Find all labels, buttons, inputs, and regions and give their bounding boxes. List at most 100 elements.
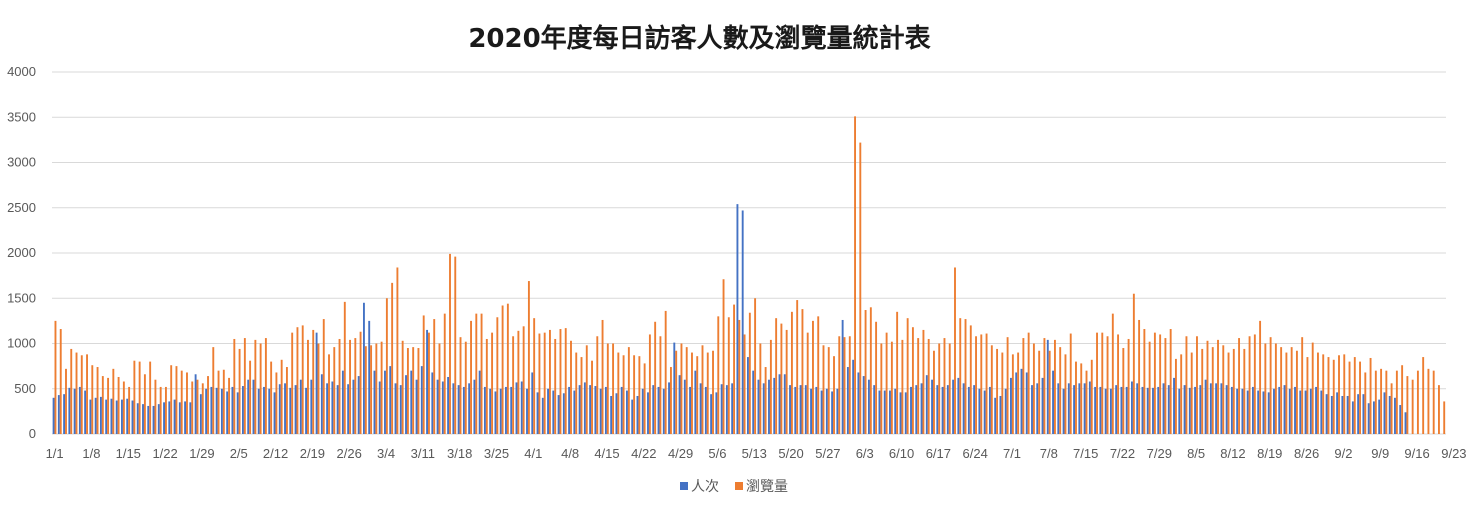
x-tick-label: 2/5 xyxy=(230,446,248,461)
bar-visitors xyxy=(483,386,486,434)
bar-pageviews xyxy=(911,327,914,434)
bar-visitors xyxy=(1078,383,1081,434)
bar-pageviews xyxy=(1406,376,1409,434)
legend-label: 瀏覽量 xyxy=(746,479,788,495)
bar-visitors xyxy=(1246,390,1249,434)
bar-visitors xyxy=(452,383,455,434)
bar-visitors xyxy=(1010,377,1012,434)
bar-pageviews xyxy=(317,343,320,434)
bar-pageviews xyxy=(1153,332,1156,434)
bar-visitors xyxy=(1025,372,1028,434)
x-tick-label: 9/9 xyxy=(1371,446,1389,461)
bar-visitors xyxy=(1094,386,1097,434)
bar-visitors xyxy=(1357,394,1360,434)
bar-visitors xyxy=(1215,383,1218,434)
x-tick-label: 4/8 xyxy=(561,446,579,461)
bar-pageviews xyxy=(733,304,736,434)
bar-pageviews xyxy=(869,307,872,434)
bar-pageviews xyxy=(338,338,341,434)
bar-visitors xyxy=(1015,372,1018,434)
bar-pageviews xyxy=(1264,343,1267,434)
bar-visitors xyxy=(1378,399,1381,434)
x-tick-label: 8/12 xyxy=(1220,446,1245,461)
bar-pageviews xyxy=(596,336,599,434)
bar-visitors xyxy=(610,395,613,434)
bar-visitors xyxy=(1141,386,1144,434)
bar-visitors xyxy=(378,381,381,434)
bar-pageviews xyxy=(1306,357,1309,434)
x-tick-label: 2/12 xyxy=(263,446,288,461)
x-tick-label: 6/10 xyxy=(889,446,914,461)
bar-visitors xyxy=(789,385,791,434)
bar-visitors xyxy=(441,381,444,434)
x-tick-label: 1/15 xyxy=(116,446,141,461)
bar-pageviews xyxy=(291,332,294,434)
bar-visitors xyxy=(594,386,597,434)
bar-visitors xyxy=(547,388,550,434)
bar-pageviews xyxy=(906,318,909,434)
bar-visitors xyxy=(1099,386,1102,434)
bar-pageviews xyxy=(1006,337,1009,434)
bar-pageviews xyxy=(533,318,536,434)
bar-pageviews xyxy=(1185,336,1188,434)
bar-visitors xyxy=(820,390,823,434)
bar-pageviews xyxy=(890,341,893,434)
bar-pageviews xyxy=(1301,337,1304,434)
bar-visitors xyxy=(846,367,849,434)
bar-visitors xyxy=(599,388,602,434)
bar-pageviews xyxy=(212,347,215,434)
bar-pageviews xyxy=(1374,370,1377,434)
bar-visitors xyxy=(562,393,565,434)
x-tick-label: 9/2 xyxy=(1334,446,1352,461)
bar-visitors xyxy=(783,374,786,434)
bar-pageviews xyxy=(1038,350,1041,434)
bar-visitors xyxy=(52,397,55,434)
bar-visitors xyxy=(473,379,476,434)
x-tick-label: 8/26 xyxy=(1294,446,1319,461)
bar-pageviews xyxy=(375,343,378,434)
bar-pageviews xyxy=(701,345,704,434)
bar-visitors xyxy=(99,396,102,434)
bar-visitors xyxy=(889,390,891,434)
bar-pageviews xyxy=(1111,313,1114,434)
bar-visitors xyxy=(815,386,818,434)
bar-visitors xyxy=(368,320,371,434)
bar-visitors xyxy=(541,397,544,434)
bar-visitors xyxy=(163,402,165,434)
bar-visitors xyxy=(505,386,507,434)
bar-visitors xyxy=(1372,401,1375,434)
x-tick-label: 9/23 xyxy=(1441,446,1466,461)
y-axis: 0 500 1000 1500 2000 2500 3000 3500 4000 xyxy=(7,64,36,441)
y-tick-label: 3500 xyxy=(7,109,36,124)
bar-pageviews xyxy=(517,330,520,434)
bar-pageviews xyxy=(1248,336,1251,434)
bar-visitors xyxy=(894,388,897,434)
bar-pageviews xyxy=(191,381,194,434)
bar-pageviews xyxy=(1427,368,1430,434)
bar-pageviews xyxy=(364,346,367,434)
x-tick-label: 4/15 xyxy=(594,446,619,461)
y-tick-label: 1000 xyxy=(7,336,36,351)
bar-visitors xyxy=(273,392,276,434)
bar-pageviews xyxy=(1096,332,1098,434)
bar-pageviews xyxy=(428,332,430,434)
bar-visitors xyxy=(257,388,260,434)
bar-visitors xyxy=(1225,385,1228,434)
bar-visitors xyxy=(73,388,76,434)
bar-visitors xyxy=(962,383,965,434)
bar-pageviews xyxy=(754,298,757,434)
bar-visitors xyxy=(1188,387,1191,434)
bar-visitors xyxy=(852,359,855,434)
bar-pageviews xyxy=(1395,370,1398,434)
bar-visitors xyxy=(983,390,986,434)
bar-visitors xyxy=(105,399,108,434)
y-tick-label: 0 xyxy=(29,426,36,441)
bar-pageviews xyxy=(480,313,483,434)
bar-visitors xyxy=(752,370,755,434)
bar-pageviews xyxy=(75,352,78,434)
bar-visitors xyxy=(899,392,902,434)
bar-pageviews xyxy=(938,343,941,434)
bar-pageviews xyxy=(1353,357,1356,434)
bar-pageviews xyxy=(796,300,799,434)
bar-visitors xyxy=(1294,386,1296,434)
